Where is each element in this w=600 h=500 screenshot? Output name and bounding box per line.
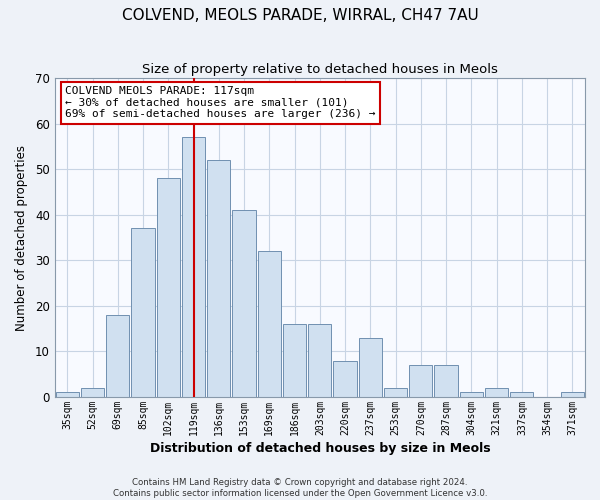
Bar [56, 392, 79, 397]
Bar [182, 138, 205, 397]
Text: COLVEND, MEOLS PARADE, WIRRAL, CH47 7AU: COLVEND, MEOLS PARADE, WIRRAL, CH47 7AU [122, 8, 478, 22]
Bar [308, 324, 331, 397]
Title: Size of property relative to detached houses in Meols: Size of property relative to detached ho… [142, 62, 498, 76]
Bar [359, 338, 382, 397]
Bar [81, 388, 104, 397]
Bar [485, 388, 508, 397]
Bar [157, 178, 180, 397]
Bar [334, 360, 357, 397]
Bar [409, 365, 433, 397]
Bar [207, 160, 230, 397]
Bar [384, 388, 407, 397]
Y-axis label: Number of detached properties: Number of detached properties [15, 144, 28, 330]
Text: Contains HM Land Registry data © Crown copyright and database right 2024.
Contai: Contains HM Land Registry data © Crown c… [113, 478, 487, 498]
Bar [283, 324, 306, 397]
Bar [258, 251, 281, 397]
Bar [510, 392, 533, 397]
Bar [434, 365, 458, 397]
Bar [561, 392, 584, 397]
Bar [131, 228, 155, 397]
Bar [460, 392, 483, 397]
X-axis label: Distribution of detached houses by size in Meols: Distribution of detached houses by size … [149, 442, 490, 455]
Bar [106, 315, 130, 397]
Bar [232, 210, 256, 397]
Text: COLVEND MEOLS PARADE: 117sqm
← 30% of detached houses are smaller (101)
69% of s: COLVEND MEOLS PARADE: 117sqm ← 30% of de… [65, 86, 376, 119]
